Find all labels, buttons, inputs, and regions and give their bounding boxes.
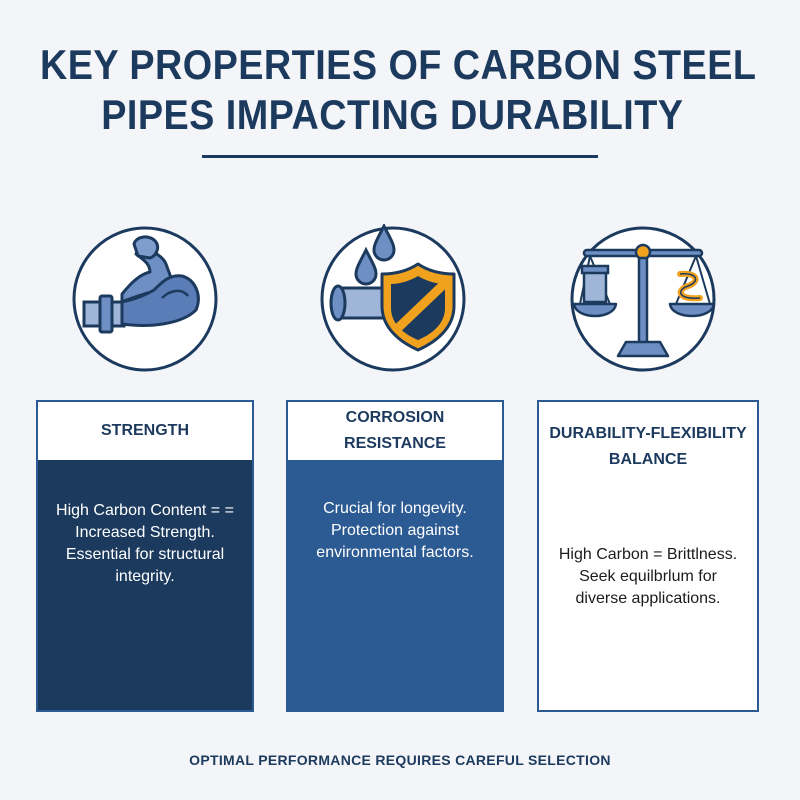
strength-heading: STRENGTH [101, 422, 189, 439]
balance-icon-circle [568, 224, 718, 374]
title-divider [202, 155, 598, 158]
balance-scale-icon [570, 226, 716, 372]
title-line-2: PIPES IMPACTING DURABILITY [101, 91, 684, 138]
flexed-arm-pipe-icon [72, 226, 218, 372]
water-drops-shield-pipe-icon [320, 224, 466, 372]
durability-flexibility-heading: DURABILITY-FLEXIBILITY BALANCE [549, 425, 747, 468]
footer-caption: OPTIMAL PERFORMANCE REQUIRES CAREFUL SEL… [189, 752, 611, 768]
corrosion-resistance-text: Crucial for longevity. Protection agains… [316, 500, 474, 561]
strength-card: STRENGTH High Carbon Content = = Increas… [36, 400, 254, 712]
durability-flexibility-text: High Carbon = Brittlness. Seek equilbrlu… [558, 546, 738, 607]
strength-icon-circle [70, 224, 220, 374]
strength-text: High Carbon Content = = Increased Streng… [56, 502, 234, 585]
corrosion-icon-circle [318, 224, 468, 374]
title-line-1: KEY PROPERTIES OF CARBON STEEL [40, 41, 757, 88]
durability-flexibility-body: High Carbon = Brittlness. Seek equilbrlu… [539, 492, 757, 710]
corrosion-resistance-heading: CORROSION RESISTANCE [344, 409, 446, 452]
corrosion-resistance-card: CORROSION RESISTANCE Crucial for longevi… [286, 400, 504, 712]
corrosion-resistance-body: Crucial for longevity. Protection agains… [288, 460, 502, 710]
page-title: KEY PROPERTIES OF CARBON STEEL PIPES IMP… [40, 40, 757, 140]
durability-flexibility-card: DURABILITY-FLEXIBILITY BALANCE High Carb… [537, 400, 759, 712]
strength-body: High Carbon Content = = Increased Streng… [38, 460, 252, 710]
